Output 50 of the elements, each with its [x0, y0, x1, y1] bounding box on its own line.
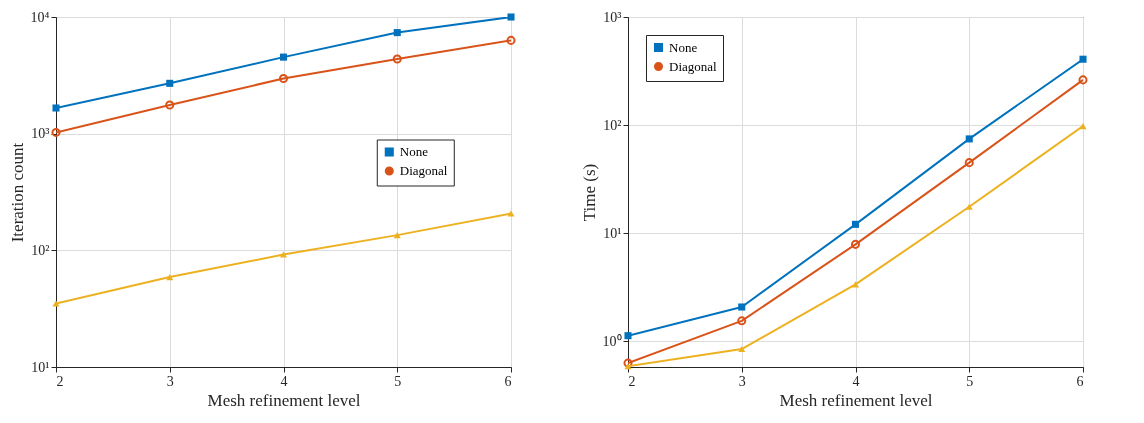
point — [393, 232, 401, 239]
x-tick-label: 3 — [738, 373, 746, 389]
x-tick-label: 5 — [966, 373, 974, 389]
y-axis-title: Iteration count — [7, 142, 27, 243]
point — [851, 220, 860, 228]
point — [52, 104, 60, 112]
point — [965, 203, 973, 210]
point — [507, 13, 515, 21]
y-tick-label: 10¹ — [31, 359, 50, 375]
y-tick-label: 10² — [31, 242, 50, 258]
x-tick-label: 6 — [504, 373, 512, 389]
point — [624, 332, 632, 340]
x-tick-label: 6 — [1076, 373, 1084, 389]
x-axis-title: Mesh refinement level — [779, 390, 933, 410]
point — [738, 345, 746, 353]
point — [965, 135, 973, 143]
x-tick-label: 2 — [628, 373, 636, 389]
point — [1079, 55, 1087, 63]
point — [392, 54, 402, 64]
y-tick-label: 10⁴ — [30, 9, 50, 25]
point — [1079, 123, 1087, 130]
point — [279, 53, 288, 61]
y-axis-title: Time (s) — [579, 163, 599, 222]
point — [165, 100, 175, 110]
y-tick-label: 10⁰ — [602, 333, 622, 349]
legend-label: None — [399, 144, 429, 159]
legend-label: Diagonal — [669, 58, 718, 74]
legend-label: Diagonal — [399, 163, 448, 178]
x-tick-label: 2 — [56, 373, 64, 389]
point — [964, 158, 974, 168]
x-tick-label: 3 — [166, 373, 174, 389]
point — [166, 274, 174, 281]
point — [52, 300, 60, 307]
point — [850, 239, 861, 249]
point — [737, 316, 747, 326]
point — [507, 210, 515, 217]
point — [738, 303, 746, 311]
point — [278, 73, 289, 84]
y-tick-label: 10³ — [31, 126, 50, 142]
y-tick-label: 10² — [603, 117, 622, 133]
point — [166, 79, 174, 87]
x-axis-title: Mesh refinement level — [207, 390, 361, 410]
legend-label: None — [669, 39, 698, 55]
y-tick-label: 10³ — [603, 9, 622, 25]
point — [279, 251, 288, 258]
point — [393, 29, 401, 37]
x-tick-label: 4 — [280, 373, 288, 389]
x-tick-label: 5 — [394, 373, 402, 389]
x-tick-label: 4 — [852, 373, 860, 389]
y-tick-label: 10¹ — [603, 225, 622, 241]
